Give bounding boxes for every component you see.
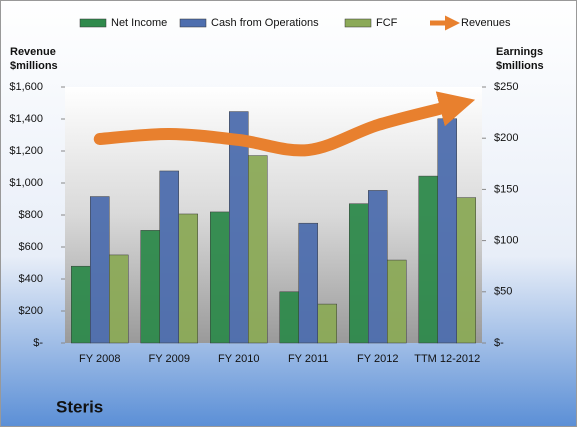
y2-label: $millions <box>496 60 544 72</box>
x-tick-label: TTM 12-2012 <box>414 353 480 365</box>
bar <box>178 213 198 344</box>
legend-swatch <box>179 18 207 28</box>
bar <box>159 170 179 344</box>
legend-label: Net Income <box>111 17 167 29</box>
x-tick-label: FY 2012 <box>357 353 398 365</box>
y-tick-label: $400 <box>19 273 43 285</box>
y2-tick-label: $50 <box>494 286 512 298</box>
bar <box>368 190 388 344</box>
legend-swatch <box>344 18 372 28</box>
y2-tick-label: $200 <box>494 132 518 144</box>
y2-tick-label: $- <box>494 337 504 349</box>
bar <box>210 211 230 344</box>
bar <box>387 259 407 344</box>
y-tick-label: $- <box>33 337 43 349</box>
y-tick-label: $1,000 <box>9 177 43 189</box>
bar <box>349 203 369 344</box>
bar <box>437 118 457 344</box>
bar <box>298 222 318 344</box>
revenue-line <box>93 91 476 157</box>
bar <box>248 155 268 344</box>
legend-label: FCF <box>376 17 398 29</box>
y-tick-label: $200 <box>19 305 43 317</box>
x-tick-label: FY 2010 <box>218 353 259 365</box>
legend-swatch <box>79 18 107 28</box>
y2-tick-label: $150 <box>494 183 518 195</box>
legend-label: Revenues <box>461 17 511 29</box>
y2-tick-label: $250 <box>494 81 518 93</box>
bar <box>317 303 337 344</box>
bar <box>418 175 438 344</box>
x-tick-label: FY 2009 <box>149 353 190 365</box>
y2-label: Earnings <box>496 46 543 58</box>
x-tick-label: FY 2008 <box>79 353 120 365</box>
y2-tick-label: $100 <box>494 235 518 247</box>
y-tick-label: $1,400 <box>9 113 43 125</box>
y-label: Revenue <box>10 46 56 58</box>
legend-label: Cash from Operations <box>211 17 319 29</box>
bar <box>90 196 110 344</box>
y-tick-label: $1,600 <box>9 81 43 93</box>
y-tick-label: $800 <box>19 209 43 221</box>
bar <box>456 197 476 344</box>
bar <box>71 265 91 344</box>
plot-area <box>65 87 482 343</box>
bar <box>279 291 299 344</box>
bar <box>140 230 160 344</box>
y-label: $millions <box>10 60 58 72</box>
y-tick-label: $1,200 <box>9 145 43 157</box>
bar <box>109 254 129 344</box>
y-tick-label: $600 <box>19 241 43 253</box>
chart-title: Steris <box>56 397 103 416</box>
x-tick-label: FY 2011 <box>288 353 329 365</box>
